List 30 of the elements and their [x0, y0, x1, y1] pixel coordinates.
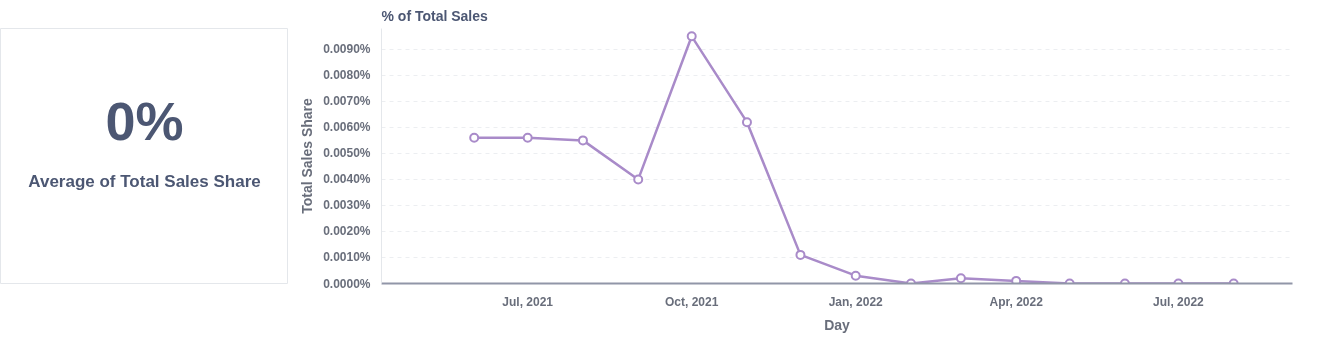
point: [795, 249, 806, 260]
point: [850, 270, 861, 281]
point: [955, 273, 966, 284]
y-tick-label: 0.0000%: [323, 276, 371, 291]
point: [633, 174, 644, 185]
x-tick-label: Apr, 2022: [989, 294, 1044, 309]
text: 0%: [105, 90, 184, 151]
chart-title: % of Total Sales: [381, 7, 489, 24]
y-axis-title: Total Sales Share: [299, 97, 316, 214]
y-tick-label: 0.0020%: [323, 224, 371, 239]
y-tick-label: 0.0090%: [323, 42, 371, 57]
x-tick-label: Jul, 2022: [1153, 294, 1205, 309]
y-tick-label: 0.0040%: [323, 172, 371, 187]
point: [741, 117, 752, 128]
x-tick-label: Jul, 2021: [502, 294, 554, 309]
y-tick-label: 0.0030%: [323, 198, 371, 213]
point: [1011, 275, 1022, 284]
y-tick-label: 0.0060%: [323, 120, 371, 135]
point: [469, 132, 480, 143]
point: [686, 31, 697, 42]
x-tick-label: Oct, 2021: [665, 294, 719, 309]
point: [577, 135, 588, 146]
y-tick-label: 0.0070%: [323, 94, 371, 109]
point: [522, 132, 533, 143]
x-tick-label: Jan, 2022: [828, 294, 884, 309]
text: Average of Total Sales Share: [28, 172, 261, 191]
x-axis-title: Day: [824, 316, 851, 333]
y-tick-label: 0.0080%: [323, 68, 371, 83]
y-tick-label: 0.0010%: [323, 250, 371, 265]
y-tick-label: 0.0050%: [323, 146, 371, 161]
